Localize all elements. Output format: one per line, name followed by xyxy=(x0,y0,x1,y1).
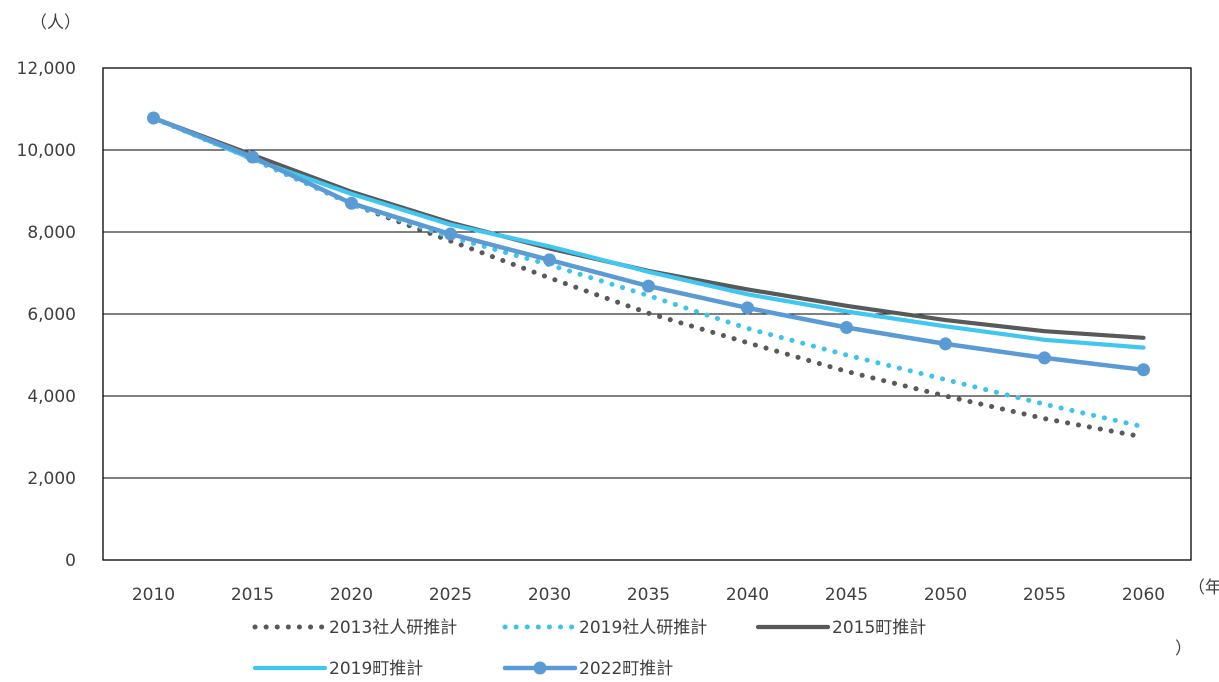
y-tick-label: 12,000 xyxy=(17,59,76,79)
x-tick-label: 2060 xyxy=(1122,585,1165,605)
legend-label: 2013社人研推計 xyxy=(329,618,457,638)
y-tick-label: 2,000 xyxy=(27,469,76,489)
series-group xyxy=(147,111,1150,440)
legend-label: 2015町推計 xyxy=(832,618,926,638)
legend-label: 2019町推計 xyxy=(329,659,423,679)
x-tick-label: 2055 xyxy=(1023,585,1066,605)
y-tick-label: 0 xyxy=(65,551,76,571)
series-4 xyxy=(147,111,1150,377)
data-point xyxy=(1137,363,1150,377)
x-axis-unit-label-top: （年 xyxy=(1188,578,1219,598)
y-tick-label: 4,000 xyxy=(27,387,76,407)
data-point xyxy=(1038,351,1051,365)
series-0 xyxy=(151,115,1146,440)
legend-label: 2019社人研推計 xyxy=(579,618,707,638)
plot-area-border xyxy=(102,67,1192,561)
legend-item: 2015町推計 xyxy=(755,618,926,638)
x-tick-label: 2040 xyxy=(726,585,769,605)
x-tick-label: 2015 xyxy=(231,585,274,605)
data-point xyxy=(642,279,655,293)
data-point xyxy=(543,253,556,267)
x-tick-label: 2010 xyxy=(132,585,175,605)
y-axis-tick-labels: 0 2,000 4,000 6,000 8,000 10,000 12,000 xyxy=(17,59,76,571)
data-point xyxy=(345,196,358,210)
series-2 xyxy=(151,115,1146,340)
y-tick-label: 10,000 xyxy=(17,141,76,161)
x-tick-label: 2030 xyxy=(528,585,571,605)
x-tick-label: 2045 xyxy=(825,585,868,605)
x-tick-label: 2050 xyxy=(924,585,967,605)
y-tick-label: 6,000 xyxy=(27,305,76,325)
data-point xyxy=(741,301,754,315)
legend: 2013社人研推計 2019社人研推計 2015町推計 2019町推計 2022町推計 xyxy=(252,618,926,679)
x-axis-tick-labels: 2010 2015 2020 2025 2030 2035 2040 2045 2050 2055… xyxy=(132,585,1165,605)
x-tick-label: 2025 xyxy=(429,585,472,605)
data-point xyxy=(246,150,259,164)
y-axis-unit-label: （人） xyxy=(30,13,81,33)
data-point xyxy=(840,321,853,335)
x-axis-unit-label-bottom: ） xyxy=(1175,639,1192,659)
series-line-2015-2 xyxy=(151,115,1146,340)
series-line-2013-0 xyxy=(151,115,1146,440)
x-tick-label: 2020 xyxy=(330,585,373,605)
data-point xyxy=(939,337,952,351)
legend-marker xyxy=(533,661,547,675)
data-point xyxy=(147,111,160,125)
legend-item: 2013社人研推計 xyxy=(252,618,457,638)
legend-item: 2019町推計 xyxy=(252,659,423,679)
x-tick-label: 2035 xyxy=(627,585,670,605)
legend-item: 2022町推計 xyxy=(502,659,673,679)
data-point xyxy=(444,227,457,241)
legend-label: 2022町推計 xyxy=(579,659,673,679)
y-tick-label: 8,000 xyxy=(27,223,76,243)
legend-item: 2019社人研推計 xyxy=(502,618,707,638)
series-3 xyxy=(151,115,1146,350)
series-line-2019-3 xyxy=(151,115,1146,350)
